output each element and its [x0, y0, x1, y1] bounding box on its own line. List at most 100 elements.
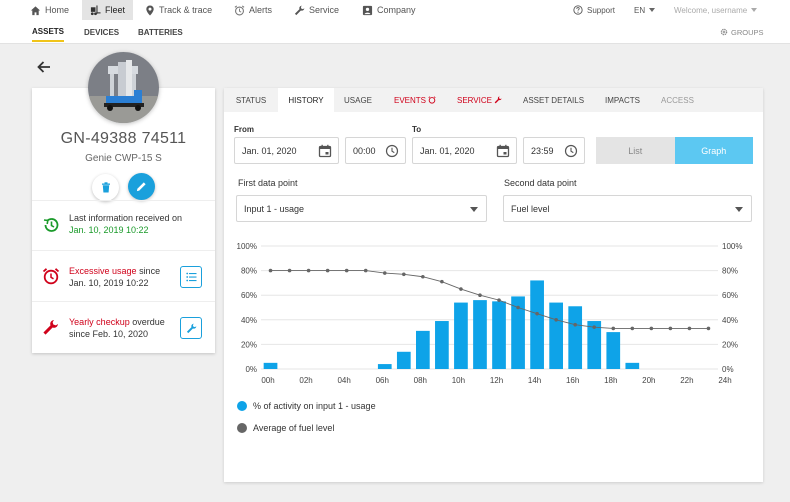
legend-fuel: Average of fuel level	[237, 423, 334, 433]
user-menu[interactable]: Welcome, username	[674, 0, 758, 20]
nav-service[interactable]: Service	[294, 0, 339, 20]
nav-track[interactable]: Track & trace	[144, 0, 212, 20]
first-data-point-select[interactable]: Input 1 - usage	[236, 195, 487, 222]
y-tick-label-left: 100%	[237, 242, 257, 251]
nav-home[interactable]: Home	[30, 0, 69, 20]
y-tick-label-left: 20%	[241, 340, 257, 349]
nav-fleet[interactable]: Fleet	[82, 0, 134, 20]
second-data-point-label: Second data point	[504, 178, 577, 188]
help-icon	[573, 5, 583, 15]
legend-activity-label: % of activity on input 1 - usage	[253, 401, 376, 411]
y-tick-label-left: 80%	[241, 267, 257, 276]
asset-card	[32, 88, 215, 353]
subnav-batteries[interactable]: BATTERIES	[138, 27, 183, 37]
edit-button[interactable]	[128, 173, 155, 200]
groups-label: GROUPS	[731, 27, 764, 37]
x-tick-label: 16h	[566, 376, 579, 385]
groups-button[interactable]: GROUPS	[720, 22, 764, 42]
bar	[263, 362, 278, 369]
forklift-icon	[90, 4, 101, 16]
view-toggle: List Graph	[596, 137, 753, 164]
support-link[interactable]: Support	[573, 0, 615, 20]
bar	[606, 332, 621, 369]
last-info-row: Last information received on Jan. 10, 20…	[32, 200, 215, 250]
second-data-point-select[interactable]: Fuel level	[503, 195, 752, 222]
y-tick-label-left: 40%	[241, 316, 257, 325]
alarm-clock-icon	[42, 267, 60, 285]
tab-status[interactable]: STATUS	[235, 95, 267, 105]
tab-history[interactable]: HISTORY	[278, 88, 334, 112]
fuel-level-point	[306, 268, 311, 273]
fuel-level-point	[478, 293, 482, 297]
y-tick-label-left: 60%	[241, 291, 257, 300]
fuel-level-point	[382, 271, 387, 275]
clock-icon[interactable]	[564, 144, 578, 158]
to-date-field[interactable]: Jan. 01, 2020	[412, 137, 517, 164]
x-tick-label: 18h	[604, 376, 617, 385]
bar	[454, 302, 468, 369]
fuel-level-point	[402, 272, 406, 277]
nav-company[interactable]: Company	[362, 0, 416, 20]
caret-down-icon	[751, 8, 758, 12]
bar	[625, 362, 640, 369]
x-tick-label: 04h	[337, 376, 350, 385]
tab-service[interactable]: SERVICE	[457, 88, 502, 112]
y-tick-label-right: 80%	[722, 267, 738, 276]
nav-track-label: Track & trace	[159, 5, 213, 15]
wrench-icon	[186, 323, 197, 334]
last-info-date: Jan. 10, 2019 10:22	[69, 225, 149, 235]
back-arrow-icon[interactable]	[36, 59, 52, 75]
pencil-icon	[136, 181, 147, 192]
calendar-icon[interactable]	[318, 144, 332, 158]
y-tick-label-right: 100%	[722, 242, 742, 251]
support-label: Support	[587, 5, 616, 15]
x-tick-label: 22h	[680, 376, 693, 385]
fuel-level-point	[687, 326, 692, 331]
bar	[415, 330, 430, 369]
calendar-icon[interactable]	[496, 144, 510, 158]
checkup-overdue: overdue	[132, 317, 165, 327]
subnav-devices[interactable]: DEVICES	[84, 27, 120, 37]
service-button[interactable]	[180, 317, 202, 339]
graph-view-button[interactable]: Graph	[674, 137, 753, 164]
from-date-field[interactable]: Jan. 01, 2020	[234, 137, 339, 164]
usage-details-button[interactable]	[180, 266, 202, 288]
x-tick-label: 02h	[299, 376, 312, 385]
wrench-icon	[494, 96, 502, 104]
from-time-field[interactable]: 00:00	[345, 137, 406, 164]
y-tick-label-right: 60%	[722, 291, 738, 300]
delete-button[interactable]	[92, 174, 119, 201]
usage-alert-title: Excessive usage	[69, 266, 137, 276]
alarm-clock-icon	[428, 96, 436, 104]
tab-usage[interactable]: USAGE	[344, 95, 373, 105]
to-time-field[interactable]: 23:59	[523, 137, 585, 164]
fuel-level-point	[459, 287, 463, 291]
clock-icon[interactable]	[385, 144, 399, 158]
tab-bar: STATUS HISTORY USAGE EVENTS SERVICE ASSE…	[224, 88, 763, 112]
fuel-level-point	[706, 326, 711, 331]
language-label: EN	[634, 5, 646, 15]
home-icon	[30, 5, 41, 16]
fuel-level-point	[421, 274, 425, 279]
y-tick-label-left: 0%	[245, 365, 257, 374]
nav-alerts[interactable]: Alerts	[234, 0, 272, 20]
wrench-icon	[42, 319, 60, 337]
bar	[492, 301, 506, 369]
x-tick-label: 14h	[528, 376, 541, 385]
fuel-level-point	[287, 268, 292, 273]
fuel-level-point	[535, 311, 539, 316]
language-select[interactable]: EN	[634, 0, 656, 20]
tab-impacts[interactable]: IMPACTS	[605, 95, 640, 105]
alarm-clock-icon	[234, 5, 245, 16]
fuel-level-point	[344, 268, 349, 273]
tab-events[interactable]: EVENTS	[394, 88, 436, 112]
caret-down-icon	[470, 207, 478, 212]
list-view-button[interactable]: List	[596, 137, 675, 164]
tab-access[interactable]: ACCESS	[661, 95, 694, 105]
bar	[568, 306, 583, 369]
legend-activity: % of activity on input 1 - usage	[237, 401, 376, 411]
tab-asset-details[interactable]: ASSET DETAILS	[523, 95, 585, 105]
subnav-assets[interactable]: ASSETS	[32, 22, 65, 42]
company-card-icon	[362, 5, 373, 16]
usage-since: since	[139, 266, 161, 276]
